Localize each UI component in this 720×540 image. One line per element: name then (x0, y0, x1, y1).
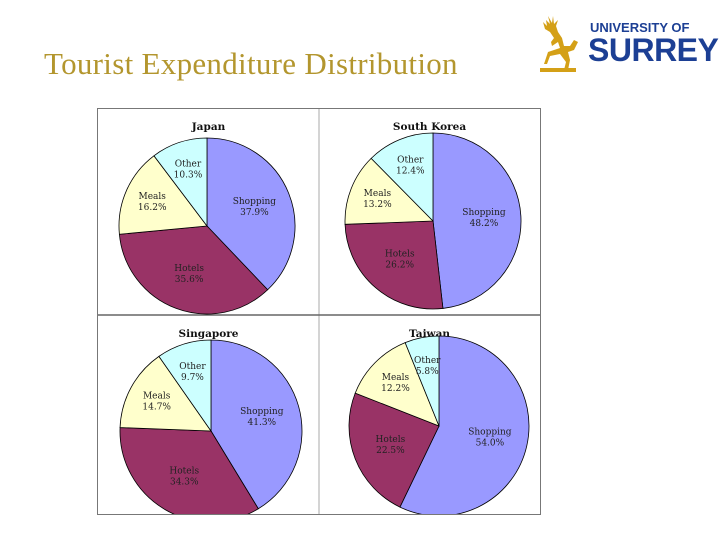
slice-label-hotels: Hotels 22.5% (376, 435, 406, 456)
pie-slice-shopping (432, 132, 522, 309)
pie-chart-japan: Japan Shopping 37.9% Hotels 35.6% Meals 16.2% O… (118, 121, 296, 315)
pie-chart-singapore: Singapore Shopping 41.3% Hotels 34.3% Meals 14… (119, 328, 303, 514)
pie-chart-south-korea: South Korea Shopping 48.2% Hotels 26.2% Meals… (344, 121, 522, 310)
pie-slice-other (158, 339, 212, 433)
slice-label-other: Other 5.8% (414, 356, 441, 377)
pie-slice-hotels (348, 392, 440, 508)
pie-slice-other (404, 335, 440, 427)
slice-label-shopping: Shopping 48.2% (462, 208, 506, 229)
pie-slice-meals (354, 342, 440, 427)
slice-label-hotels: Hotels 34.3% (169, 467, 199, 488)
pie-slice-shopping (210, 339, 303, 510)
logo-text-line2: SURREY (588, 32, 719, 68)
pie-charts-svg: Japan Shopping 37.9% Hotels 35.6% Meals 16.2% O… (98, 109, 540, 514)
slice-label-hotels: Hotels 35.6% (174, 264, 204, 285)
pie-title: South Korea (393, 121, 466, 133)
slice-label-other: Other 9.7% (179, 362, 206, 383)
pie-slice-other (370, 132, 434, 222)
logo-text-line1: UNIVERSITY OF (590, 20, 690, 35)
pie-slice-meals (344, 157, 434, 225)
slice-label-meals: Meals 14.7% (142, 391, 171, 412)
slice-label-shopping: Shopping 54.0% (468, 428, 512, 449)
slice-label-other: Other 12.4% (396, 156, 425, 177)
slice-label-hotels: Hotels 26.2% (385, 250, 415, 271)
slice-label-meals: Meals 12.2% (381, 373, 410, 394)
stag-icon (540, 16, 578, 72)
pie-slice-hotels (119, 427, 259, 514)
pie-slice-shopping (399, 335, 530, 514)
pie-charts-panel: Japan Shopping 37.9% Hotels 35.6% Meals 16.2% O… (97, 108, 541, 515)
pie-title: Singapore (179, 328, 239, 340)
pie-slice-shopping (206, 137, 296, 291)
pie-slice-meals (119, 355, 212, 432)
slice-label-meals: Meals 13.2% (363, 189, 392, 210)
pie-slice-hotels (344, 220, 444, 310)
slice-label-shopping: Shopping 41.3% (240, 407, 284, 428)
slice-label-shopping: Shopping 37.9% (233, 197, 277, 218)
slide-title: Tourist Expenditure Distribution (44, 46, 458, 81)
pie-slice-hotels (118, 225, 269, 315)
pie-slice-other (153, 137, 208, 228)
pie-slice-meals (118, 155, 208, 235)
pie-title: Japan (191, 121, 226, 133)
slice-label-meals: Meals 16.2% (138, 192, 167, 213)
slice-label-other: Other 10.3% (174, 159, 203, 180)
university-logo: UNIVERSITY OF SURREY (534, 12, 719, 78)
